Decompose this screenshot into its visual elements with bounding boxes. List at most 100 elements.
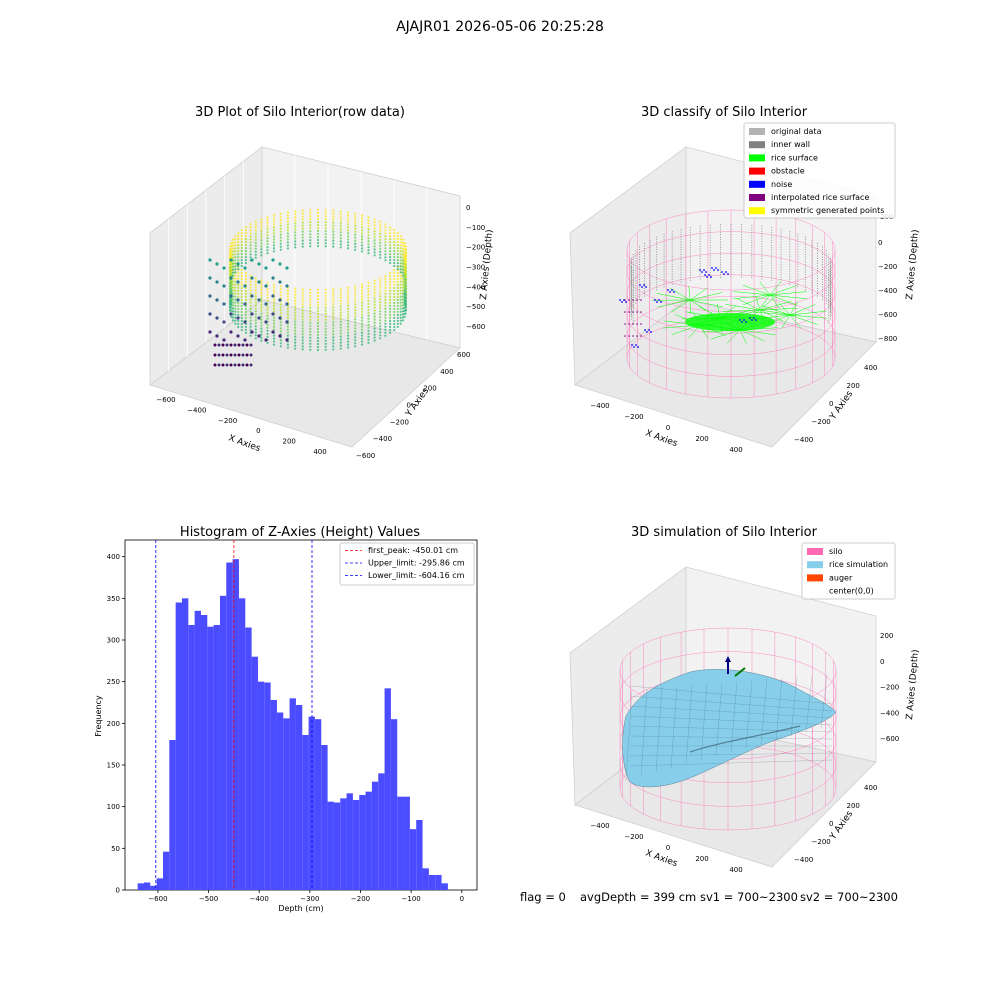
plot1-point <box>401 241 405 244</box>
plot1-point <box>401 274 405 277</box>
plot1-point <box>384 241 387 244</box>
plot1-point <box>360 232 364 235</box>
plot1-point <box>396 283 399 286</box>
plot1-point <box>279 212 282 215</box>
plot1-point <box>249 292 252 295</box>
plot1-point <box>309 324 312 327</box>
plot1-point <box>272 316 276 319</box>
plot1-point <box>264 302 268 306</box>
plot1-point <box>260 336 263 339</box>
plot1-point <box>249 310 252 313</box>
hist-bar <box>346 793 353 890</box>
plot1-point <box>309 309 312 312</box>
plot1-point <box>384 328 387 331</box>
hist-bar <box>232 559 239 890</box>
plot1-point <box>384 274 387 277</box>
plot1-point <box>249 316 252 319</box>
plot1-point <box>279 248 282 251</box>
plot1-point <box>384 313 387 316</box>
plot1-point <box>324 348 327 351</box>
plot2-rice-surface-point <box>689 292 723 301</box>
plot1-point <box>399 304 402 307</box>
plot2-rice-surface-point <box>688 285 691 301</box>
plot1-point <box>339 329 342 332</box>
plot4-xtick-tick-label: −200 <box>624 833 643 841</box>
plot1-point <box>354 227 357 230</box>
plot1-point <box>301 327 304 330</box>
plot1-point <box>379 295 382 298</box>
plot1-point <box>332 327 335 330</box>
plot1-point <box>379 232 382 235</box>
plot1-point <box>230 287 233 290</box>
plot1-point <box>347 244 350 247</box>
plot2-ztick-tick-label: −200 <box>878 263 897 271</box>
plot2-interp-point <box>640 323 642 325</box>
plot2-rice-surface-point <box>689 287 708 301</box>
plot1-point <box>222 284 226 288</box>
plot2-noise-point <box>671 289 673 291</box>
plot1-point <box>244 277 247 280</box>
plot1-point <box>244 250 247 253</box>
plot1-point <box>367 326 370 329</box>
plot1-point <box>234 265 237 268</box>
plot1-point <box>240 255 243 259</box>
plot1-point <box>231 256 235 259</box>
plot1-point <box>294 231 297 234</box>
plot1-point <box>233 353 237 357</box>
plot1-point <box>389 238 392 241</box>
plot1-point <box>316 348 320 352</box>
plot1-point <box>266 219 269 222</box>
plot2-interp-point <box>636 335 638 337</box>
plot1-point <box>237 295 240 298</box>
plot1-point <box>354 339 357 342</box>
plot1-point <box>396 316 399 319</box>
plot1-title: 3D Plot of Silo Interior(row data) <box>195 105 405 120</box>
plot2-rice-surface-point <box>769 294 807 300</box>
plot1-point <box>309 212 312 215</box>
plot1-point <box>272 298 276 301</box>
plot1-point <box>379 238 382 241</box>
plot1-point <box>401 307 405 310</box>
plot1-point <box>379 250 382 253</box>
plot1-point <box>271 294 275 298</box>
plot1-point <box>294 296 297 299</box>
plot1-point <box>347 226 350 229</box>
plot1-point <box>404 278 407 281</box>
plot4-ytick-tick-label: −200 <box>812 838 831 846</box>
plot2-rice-surface-point <box>769 294 797 306</box>
plot1-point <box>272 289 276 292</box>
plot1-point <box>208 312 212 316</box>
plot1-point <box>347 331 350 334</box>
plot2-rice-surface-point <box>769 285 798 296</box>
plot1-point <box>240 316 243 320</box>
plot1-point <box>354 239 357 242</box>
plot1-point <box>294 317 297 320</box>
plot1-point <box>399 295 402 298</box>
plot1-point <box>401 262 405 265</box>
plot1-point <box>294 332 297 335</box>
plot1-point <box>285 266 289 270</box>
plot1-point <box>401 286 405 289</box>
plot4-legend-label: center(0,0) <box>829 587 874 596</box>
plot1-point <box>404 245 407 248</box>
plot1-point <box>404 290 407 293</box>
plot1-point <box>401 295 405 298</box>
plot2-rice-surface-point <box>743 294 771 306</box>
plot4-mesh-line <box>629 735 833 740</box>
plot1-point <box>367 216 370 219</box>
plot4-title: 3D simulation of Silo Interior <box>631 525 818 540</box>
plot1-point <box>339 299 342 302</box>
plot1-point <box>217 353 221 357</box>
plot1-point <box>379 289 382 292</box>
plot1-point <box>286 238 289 241</box>
plot1-point <box>384 283 387 286</box>
plot2-noise-point <box>645 286 647 288</box>
plot1-point <box>286 298 289 301</box>
plot2-noise-point <box>654 299 656 301</box>
plot2-ytick-tick-label: −200 <box>812 418 831 426</box>
plot1-point <box>294 314 297 317</box>
plot1-point <box>389 331 392 334</box>
plot1-point <box>324 291 327 294</box>
plot1-point <box>294 240 297 243</box>
plot1-zticks: 0 −100 −200 −300 −400 −500 −600 <box>466 204 485 331</box>
